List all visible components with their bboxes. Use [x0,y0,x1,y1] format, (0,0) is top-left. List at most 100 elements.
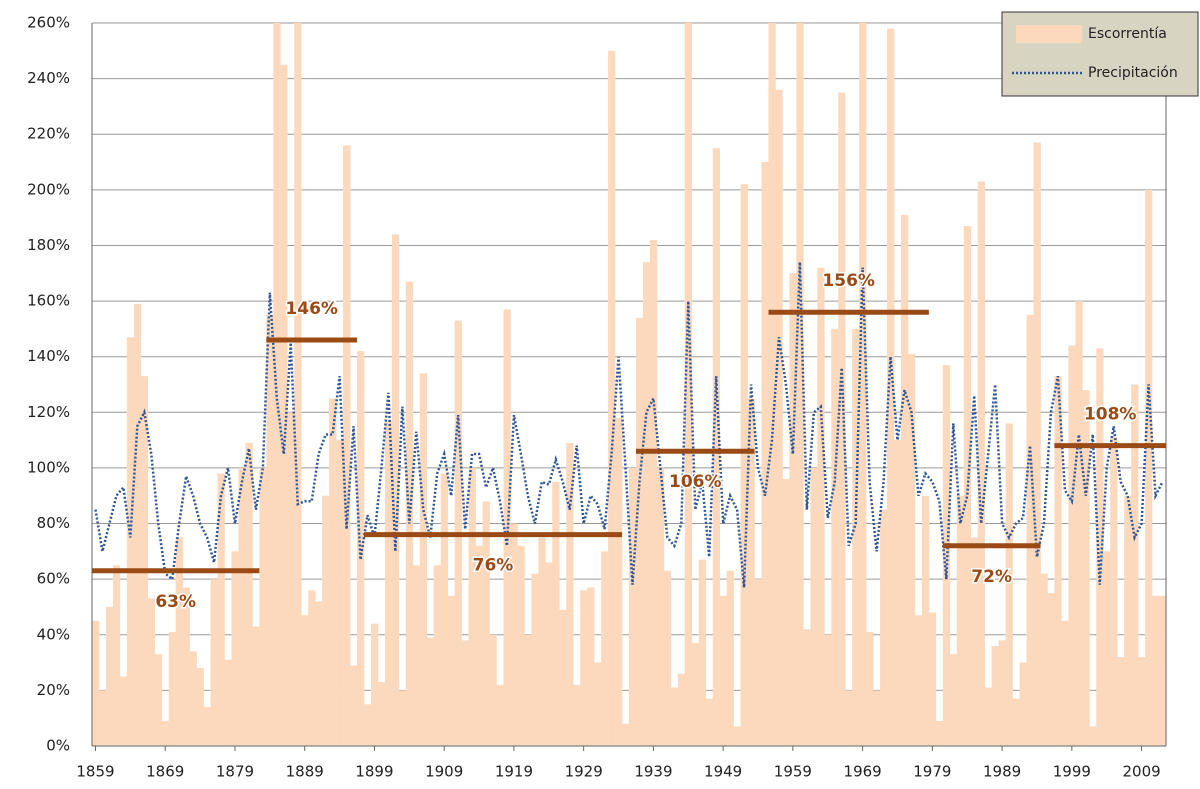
bar [977,181,985,746]
bar [1061,620,1069,746]
bar [998,640,1006,746]
bar [140,376,149,746]
bar [217,473,225,746]
bar [935,720,944,746]
legend-label: Escorrentía [1088,26,1167,42]
bar [412,565,421,746]
bar [336,440,344,746]
bar [112,565,121,746]
bar [524,634,532,746]
bar [1005,423,1013,746]
bar [649,239,658,746]
x-tick-label: 1969 [844,763,882,781]
bar [210,579,218,746]
bar [866,631,874,746]
bar [1026,314,1034,746]
bar [719,595,727,746]
bar [587,587,595,746]
legend-label: Precipitación [1088,65,1178,81]
x-tick-label: 1889 [286,763,324,781]
bar [489,634,497,746]
x-tick-label: 1899 [355,763,393,781]
bar [831,328,839,746]
bar [991,645,999,746]
y-tick-label: 260% [27,14,70,32]
y-tick-label: 40% [37,625,70,643]
bar [384,420,393,746]
bar [1131,384,1139,746]
bar [1033,142,1041,747]
period-label: 72% [971,567,1012,587]
bar [440,473,448,746]
bar [894,440,902,746]
bar [580,590,588,746]
bar [280,64,288,746]
bar [1103,551,1111,746]
bar [154,654,163,746]
bar [475,545,483,746]
bar [573,684,581,746]
bar [608,50,616,747]
bar [782,479,790,746]
bar [329,398,337,746]
y-tick-label: 80% [37,514,70,532]
x-tick-label: 1989 [983,763,1021,781]
x-tick-label: 1979 [913,763,951,781]
bar [747,398,755,746]
x-tick-label: 1909 [425,763,463,781]
period-label: 146% [285,299,338,319]
bar [238,467,246,746]
bar [740,184,748,747]
bar [1159,595,1167,746]
bar [845,690,853,746]
bar [754,579,762,746]
bar [343,145,351,746]
bar [287,412,295,746]
x-tick-label: 1919 [495,763,533,781]
bar [350,665,358,746]
bar [622,723,630,746]
bar [182,587,190,746]
y-tick-label: 200% [27,180,70,198]
bar [433,565,442,746]
bar [601,551,609,746]
bar [907,353,916,746]
bar [663,570,672,746]
bar [419,373,428,746]
y-tick-label: 100% [27,458,70,476]
bar [426,637,435,746]
bar [1068,345,1076,746]
bar [656,467,665,746]
bar [852,328,860,746]
bar [900,214,909,747]
bar [461,640,469,746]
bar [677,673,686,746]
y-tick-label: 20% [37,681,70,699]
bar [566,442,574,746]
bar [635,317,644,746]
bar [482,501,490,746]
y-tick-label: 220% [27,125,70,143]
bar [761,162,769,747]
bar [817,267,825,746]
bar [1082,390,1090,746]
x-tick-label: 1859 [76,763,114,781]
period-label: 63% [155,592,196,612]
bar [224,659,232,746]
bar [810,467,818,746]
bar [684,23,693,746]
y-tick-label: 240% [27,69,70,87]
bar [391,234,400,747]
bar [670,687,679,746]
bar [984,687,992,746]
bar [1124,495,1132,746]
y-tick-label: 160% [27,292,70,310]
legend-swatch [1016,25,1082,43]
bar [970,537,979,746]
bar [887,28,895,747]
bar [880,509,888,746]
bar [315,601,323,746]
bar [377,682,386,746]
bar [859,23,867,746]
bar [1096,348,1104,746]
